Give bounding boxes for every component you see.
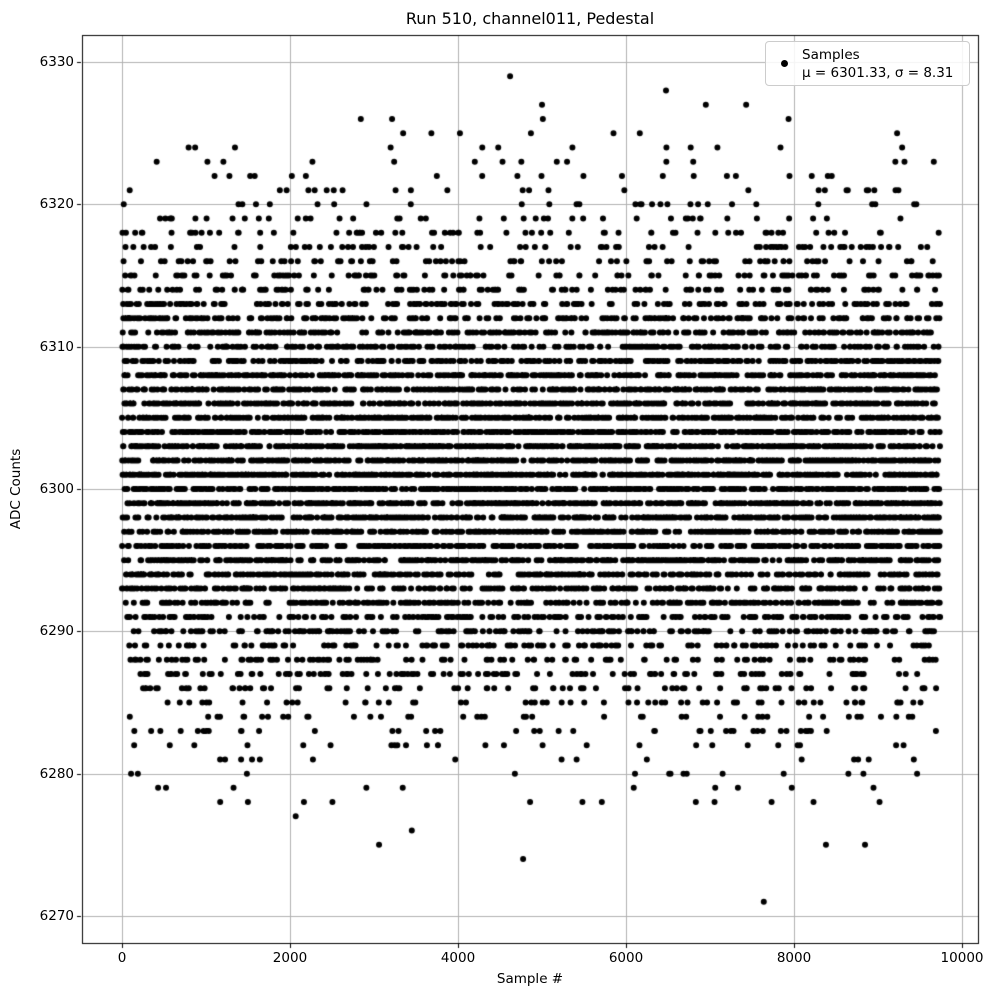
- x-tick-label: 6000: [608, 950, 644, 966]
- x-axis-label: Sample #: [496, 971, 564, 987]
- y-tick-label: 6320: [39, 196, 74, 213]
- legend-stats-label: μ = 6301.33, σ = 8.31: [802, 64, 954, 81]
- x-tick-label: 0: [117, 950, 127, 966]
- sample-marker-icon: [780, 60, 788, 67]
- legend-series-label: Samples: [802, 46, 860, 63]
- legend-text: Samples μ = 6301.33, σ = 8.31: [802, 46, 953, 82]
- y-tick-label: 6280: [39, 765, 74, 782]
- legend: Samples μ = 6301.33, σ = 8.31: [765, 41, 970, 86]
- x-tick-label: 2000: [272, 950, 308, 966]
- y-tick-label: 6330: [39, 54, 74, 71]
- y-tick-label: 6270: [39, 907, 74, 924]
- x-tick-label: 8000: [776, 950, 812, 966]
- y-tick-label: 6300: [39, 481, 74, 497]
- legend-marker-col: [766, 60, 802, 67]
- y-tick-label: 6290: [39, 623, 74, 640]
- y-axis-label: ADC Counts: [8, 448, 24, 530]
- y-tick-label: 6310: [39, 338, 74, 355]
- x-tick-label: 4000: [440, 950, 476, 966]
- x-tick-label: 10000: [940, 950, 984, 966]
